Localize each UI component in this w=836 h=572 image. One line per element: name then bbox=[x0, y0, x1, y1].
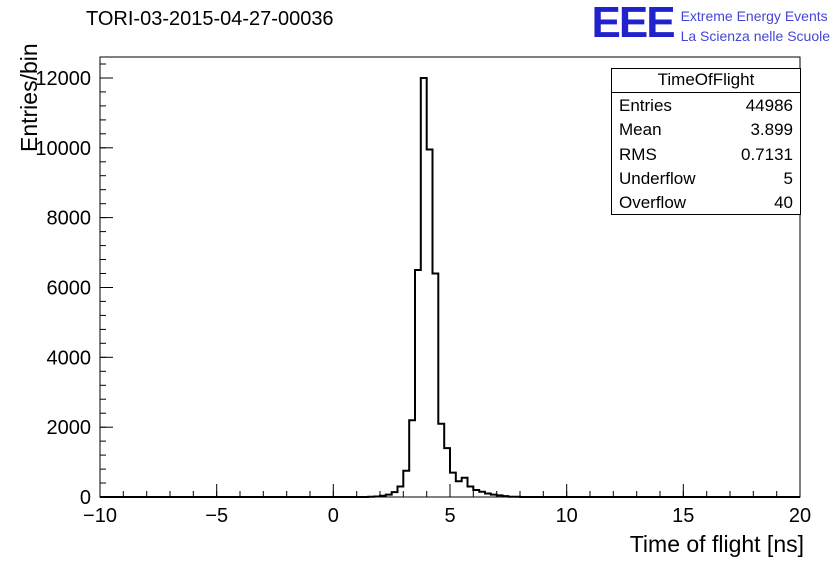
stats-title: TimeOfFlight bbox=[612, 69, 800, 93]
svg-text:0: 0 bbox=[328, 505, 339, 527]
stats-value: 3.899 bbox=[750, 120, 793, 140]
stats-row-entries: Entries 44986 bbox=[612, 93, 800, 117]
svg-text:10000: 10000 bbox=[35, 138, 91, 160]
stats-row-rms: RMS 0.7131 bbox=[612, 142, 800, 166]
stats-row-underflow: Underflow 5 bbox=[612, 166, 800, 190]
stats-label: RMS bbox=[619, 144, 657, 164]
x-axis-label: Time of flight [ns] bbox=[629, 531, 804, 557]
svg-text:6000: 6000 bbox=[47, 278, 92, 300]
eee-logo-text: EEE bbox=[591, 0, 676, 47]
svg-text:5: 5 bbox=[444, 505, 455, 527]
eee-logo: EEE Extreme Energy Events La Scienza nel… bbox=[591, 0, 830, 47]
stats-row-overflow: Overflow 40 bbox=[612, 190, 800, 214]
stats-label: Underflow bbox=[619, 168, 696, 188]
stats-box: TimeOfFlight Entries 44986 Mean 3.899 RM… bbox=[611, 68, 801, 216]
stats-row-mean: Mean 3.899 bbox=[612, 117, 800, 141]
eee-logo-subtitle-2: La Scienza nelle Scuole bbox=[680, 27, 830, 44]
svg-text:4000: 4000 bbox=[47, 347, 92, 369]
svg-text:−5: −5 bbox=[205, 505, 228, 527]
stats-value: 5 bbox=[783, 168, 793, 188]
svg-text:2000: 2000 bbox=[47, 417, 92, 439]
plot-title: TORI-03-2015-04-27-00036 bbox=[86, 8, 334, 30]
svg-text:20: 20 bbox=[789, 505, 811, 527]
svg-text:10: 10 bbox=[556, 505, 578, 527]
stats-value: 44986 bbox=[745, 96, 793, 115]
y-axis-label: Entries/bin bbox=[16, 43, 42, 152]
stats-value: 0.7131 bbox=[741, 144, 793, 164]
eee-logo-subtitles: Extreme Energy Events La Scienza nelle S… bbox=[681, 4, 830, 46]
svg-text:8000: 8000 bbox=[47, 208, 92, 230]
svg-text:15: 15 bbox=[672, 505, 694, 527]
stats-label: Overflow bbox=[619, 193, 687, 212]
svg-text:12000: 12000 bbox=[35, 68, 91, 90]
svg-text:0: 0 bbox=[80, 487, 91, 509]
svg-text:−10: −10 bbox=[83, 505, 117, 527]
eee-logo-subtitle-1: Extreme Energy Events bbox=[680, 8, 828, 24]
stats-label: Mean bbox=[619, 120, 662, 140]
stats-value: 40 bbox=[774, 193, 793, 212]
stats-label: Entries bbox=[619, 96, 672, 115]
